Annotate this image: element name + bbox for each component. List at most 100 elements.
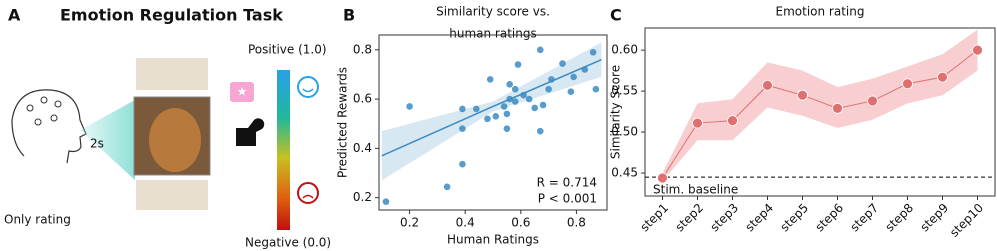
point xyxy=(536,127,544,135)
point xyxy=(657,172,668,184)
star: ★ xyxy=(237,85,248,99)
point xyxy=(506,95,513,103)
color-bar xyxy=(277,70,290,230)
sad-mouth xyxy=(302,194,314,199)
line xyxy=(662,49,978,179)
x-tick-label: step10 xyxy=(947,201,986,240)
point xyxy=(536,46,544,54)
y-tick-label: 0.60 xyxy=(611,43,638,57)
positive-label: Positive (1.0) xyxy=(248,43,327,57)
point xyxy=(506,80,513,88)
x-tick-label: step1 xyxy=(637,201,671,235)
x-tick-label: 0.4 xyxy=(456,216,475,230)
point xyxy=(559,60,566,67)
point xyxy=(972,44,983,56)
head-icon xyxy=(11,89,87,164)
speech-box xyxy=(230,82,254,102)
point xyxy=(592,85,600,93)
x-tick-label: 0.8 xyxy=(567,216,586,230)
point xyxy=(492,113,500,120)
electrodes xyxy=(26,96,62,126)
y-tick-label: 0.55 xyxy=(611,84,638,98)
point xyxy=(484,115,491,123)
point xyxy=(539,101,547,109)
point xyxy=(762,79,773,91)
annotation: R = 0.714 xyxy=(537,176,597,190)
next-image xyxy=(136,180,208,210)
duration: 2s xyxy=(90,137,104,151)
point xyxy=(486,76,494,83)
point xyxy=(937,71,948,83)
error-band xyxy=(662,29,978,182)
point xyxy=(514,61,522,68)
x-tick-label: step6 xyxy=(812,201,846,235)
point xyxy=(727,115,738,127)
point xyxy=(545,85,552,93)
panel-a: A Emotion Regulation Task 2s Only rating… xyxy=(4,6,331,250)
caption: Only rating xyxy=(4,213,71,227)
x-axis-label: Human Ratings xyxy=(447,233,539,247)
point xyxy=(511,85,519,93)
point xyxy=(511,98,519,105)
annotation: P < 0.001 xyxy=(538,192,597,206)
happy-mouth xyxy=(302,88,314,93)
point xyxy=(589,48,597,56)
chart-title: Emotion rating xyxy=(776,5,865,19)
point xyxy=(902,78,913,90)
light-cone xyxy=(80,100,135,180)
x-tick-label: 0.2 xyxy=(400,216,419,230)
point xyxy=(531,104,539,112)
plot-frame xyxy=(644,27,996,197)
y-tick-label: 0.4 xyxy=(353,141,372,155)
x-tick-label: step8 xyxy=(882,201,916,235)
point xyxy=(867,95,878,107)
point xyxy=(443,183,451,191)
point xyxy=(500,103,508,110)
chart-title: Similarity score vs. xyxy=(436,5,550,19)
point xyxy=(503,110,511,118)
point xyxy=(525,95,533,103)
panel-label: C xyxy=(610,6,622,25)
point xyxy=(406,103,413,110)
y-axis-label: Predicted Rewards xyxy=(336,67,350,178)
x-tick-label: 0.6 xyxy=(511,216,530,230)
point xyxy=(581,66,589,73)
point xyxy=(570,73,577,81)
point xyxy=(520,91,527,99)
y-tick-label: 0.50 xyxy=(611,125,638,139)
y-tick-label: 0.8 xyxy=(353,42,372,56)
fit-line xyxy=(381,58,602,157)
prev-image xyxy=(136,58,208,90)
point xyxy=(382,198,390,205)
y-tick-label: 0.6 xyxy=(353,92,372,106)
dog-shape xyxy=(149,108,201,172)
x-tick-label: step3 xyxy=(707,201,741,235)
point xyxy=(473,105,480,113)
hand-icon xyxy=(236,118,265,146)
plot-frame xyxy=(378,34,608,211)
point xyxy=(548,76,555,83)
point xyxy=(503,125,511,132)
panel-label: A xyxy=(8,6,21,25)
panel-title: Emotion Regulation Task xyxy=(60,6,283,25)
baseline-label: Stim. baseline xyxy=(653,183,738,197)
x-tick-label: step2 xyxy=(672,201,706,235)
panel-label: B xyxy=(343,6,355,25)
point xyxy=(459,160,466,168)
y-tick-label: 0.2 xyxy=(353,190,372,204)
happy-face xyxy=(297,76,319,98)
point xyxy=(797,89,808,101)
point xyxy=(459,125,466,132)
sad-face xyxy=(297,182,319,204)
x-tick-label: step4 xyxy=(742,201,776,235)
x-tick-label: step5 xyxy=(777,201,811,235)
point xyxy=(459,105,466,113)
y-tick-label: 0.45 xyxy=(611,166,638,180)
x-tick-label: step9 xyxy=(917,201,951,235)
chart-title: human ratings xyxy=(449,27,536,41)
y-axis-label: Similarity Score xyxy=(609,65,623,159)
x-tick-label: step7 xyxy=(847,201,881,235)
point xyxy=(567,88,575,95)
